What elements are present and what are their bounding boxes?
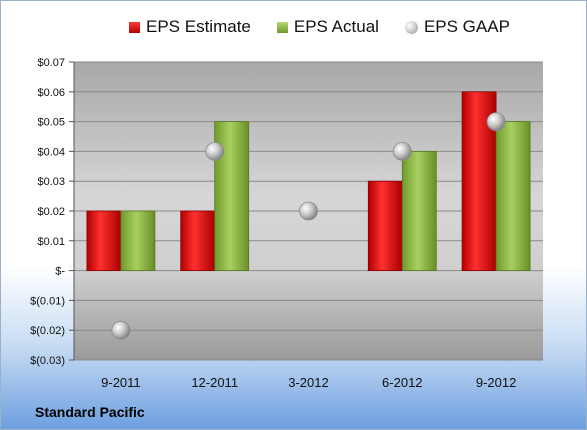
bar-actual [401,150,437,271]
bar-actual [120,210,156,271]
legend-swatch-actual [276,21,288,33]
y-axis-ticks: $0.07 $0.06 $0.05 $0.04 $0.03 $0.02 $0.01 $- $(0… [30,57,65,367]
legend-swatch-gaap [404,20,418,34]
x-tick-label: 6-2012 [382,375,422,390]
bar-estimate [180,210,216,271]
y-tick-label: $0.01 [37,236,65,248]
bar-estimate [367,180,403,271]
y-tick-label: $0.03 [37,176,65,188]
y-tick-label: $0.04 [37,146,65,158]
y-tick-label: $(0.03) [30,355,65,367]
legend-swatch-estimate [129,21,140,33]
x-axis-ticks: 9-2011 12-2011 3-2012 6-2012 9-2012 [101,375,516,390]
legend-label-estimate: EPS Estimate [146,17,251,36]
gaap-marker [111,320,131,340]
legend-item-estimate: EPS Estimate [129,17,251,37]
y-tick-label: $(0.01) [30,295,65,307]
gaap-marker [392,141,412,161]
gaap-marker [299,201,318,221]
y-tick-label: $0.06 [37,87,65,99]
x-tick-label: 12-2011 [191,375,238,390]
y-tick-label: $0.05 [37,117,65,129]
company-label: Standard Pacific [35,404,145,420]
gaap-markers [111,112,506,340]
x-tick-label: 9-2012 [476,375,516,390]
bars [86,91,531,272]
x-tick-label: 9-2011 [101,375,141,390]
y-tick-label: $(0.02) [30,325,65,337]
y-tick-label: $0.02 [37,206,65,218]
bar-actual [495,121,531,271]
legend-item-gaap: EPS GAAP [404,17,510,37]
y-tick-label: $- [55,266,65,278]
legend-label-actual: EPS Actual [293,17,379,36]
gaap-marker [205,141,225,161]
y-tick-label: $0.07 [37,57,65,69]
bar-estimate [86,210,122,271]
legend-label-gaap: EPS GAAP [423,17,510,36]
x-tick-label: 3-2012 [288,375,328,390]
gaap-marker [486,112,506,131]
chart-legend: EPS Estimate EPS Actual EPS GAAP [129,17,510,37]
legend-item-actual: EPS Actual [276,17,379,37]
